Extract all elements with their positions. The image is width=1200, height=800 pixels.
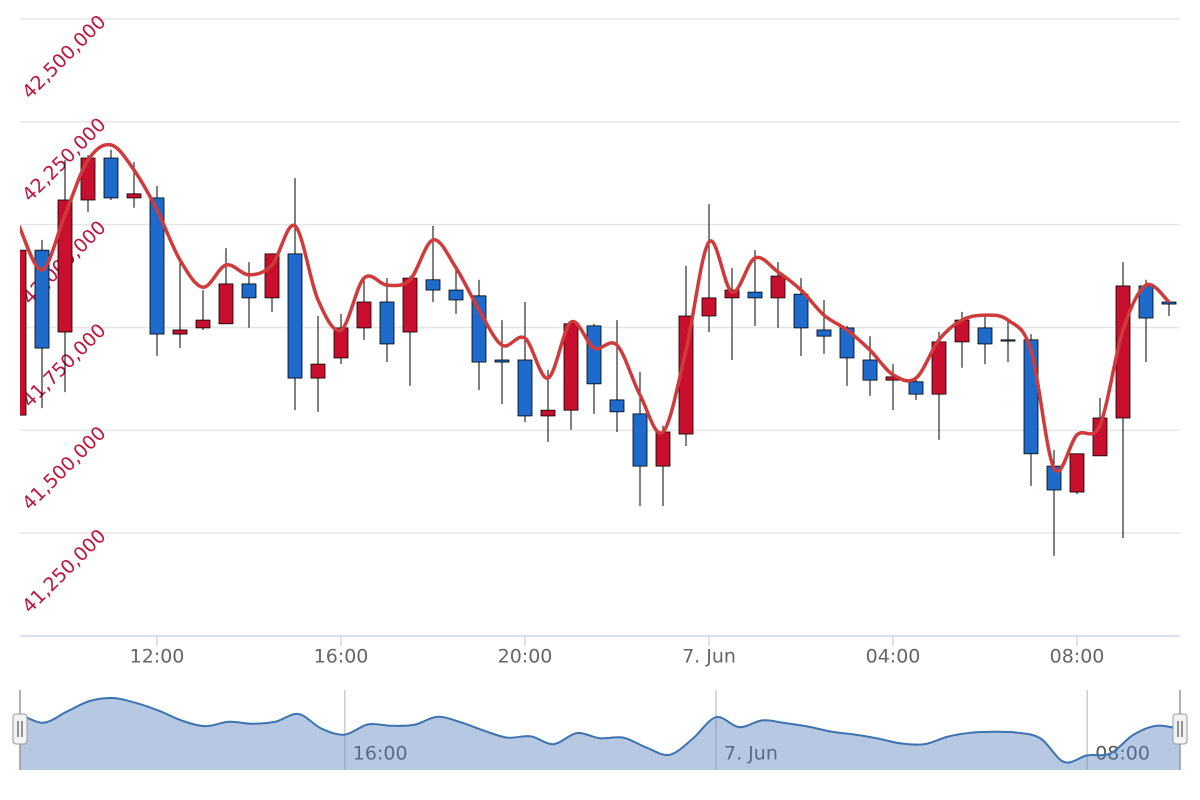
candle-body bbox=[379, 301, 395, 345]
navigator-bg bbox=[20, 690, 1180, 770]
candle-body bbox=[517, 359, 533, 417]
candle-body bbox=[793, 293, 809, 329]
candle-body bbox=[494, 359, 510, 363]
candle-body bbox=[218, 283, 234, 325]
candle-body bbox=[632, 413, 648, 467]
candle-body bbox=[908, 381, 924, 395]
navigator-tick-label: 7. Jun bbox=[724, 743, 778, 765]
candle-body bbox=[241, 283, 257, 299]
candle-body bbox=[862, 359, 878, 381]
candle-body bbox=[563, 323, 579, 411]
candle-body bbox=[540, 409, 556, 417]
handle-body bbox=[12, 713, 28, 745]
candle-body bbox=[356, 301, 372, 329]
candle-body bbox=[310, 363, 326, 379]
candle-body bbox=[655, 431, 671, 467]
candle-body bbox=[264, 253, 280, 299]
x-tick-label: 20:00 bbox=[498, 646, 553, 668]
candle-body bbox=[287, 253, 303, 379]
navigator-tick-label: 16:00 bbox=[353, 743, 408, 765]
candle-body bbox=[609, 399, 625, 413]
y-tick-label: 41,250,000 bbox=[18, 525, 110, 617]
candle-body bbox=[34, 249, 50, 349]
candle-body bbox=[747, 291, 763, 299]
candle-body bbox=[977, 327, 993, 345]
y-tick-label: 41,750,000 bbox=[18, 319, 110, 411]
candle-body bbox=[80, 157, 96, 201]
candle-body bbox=[149, 197, 165, 335]
candle-body bbox=[770, 275, 786, 299]
candle-body bbox=[1161, 301, 1177, 305]
spline-line bbox=[20, 142, 1171, 473]
navigator-area bbox=[20, 697, 1180, 770]
candle-body bbox=[448, 289, 464, 301]
x-tick-label: 04:00 bbox=[866, 646, 921, 668]
candle-body bbox=[586, 325, 602, 385]
candle-body bbox=[471, 295, 487, 363]
navigator-line bbox=[19, 696, 1181, 764]
candle-body bbox=[57, 199, 73, 333]
x-tick-label: 7. Jun bbox=[682, 646, 736, 668]
y-tick-label: 42,500,000 bbox=[18, 11, 110, 103]
candle-body bbox=[701, 297, 717, 317]
candle-body bbox=[20, 249, 27, 416]
candle-body bbox=[402, 277, 418, 333]
x-tick-label: 16:00 bbox=[314, 646, 369, 668]
navigator-handle[interactable] bbox=[12, 713, 28, 745]
candle-body bbox=[425, 279, 441, 291]
y-tick-label: 42,250,000 bbox=[18, 114, 110, 206]
x-tick-label: 12:00 bbox=[130, 646, 185, 668]
candle-body bbox=[195, 319, 211, 329]
candle-body bbox=[103, 157, 119, 199]
candle-body bbox=[1000, 339, 1016, 342]
navigator-handle[interactable] bbox=[1172, 713, 1188, 745]
handle-body bbox=[1172, 713, 1188, 745]
x-tick-label: 08:00 bbox=[1050, 646, 1105, 668]
candle-body bbox=[1069, 453, 1085, 493]
candle-body bbox=[816, 329, 832, 337]
candle-body bbox=[1092, 417, 1108, 457]
y-tick-label: 41,500,000 bbox=[18, 422, 110, 514]
candle-body bbox=[333, 327, 349, 359]
navigator-tick-label: 08:00 bbox=[1095, 743, 1150, 765]
candle-body bbox=[172, 329, 188, 335]
candle-body bbox=[126, 193, 142, 199]
